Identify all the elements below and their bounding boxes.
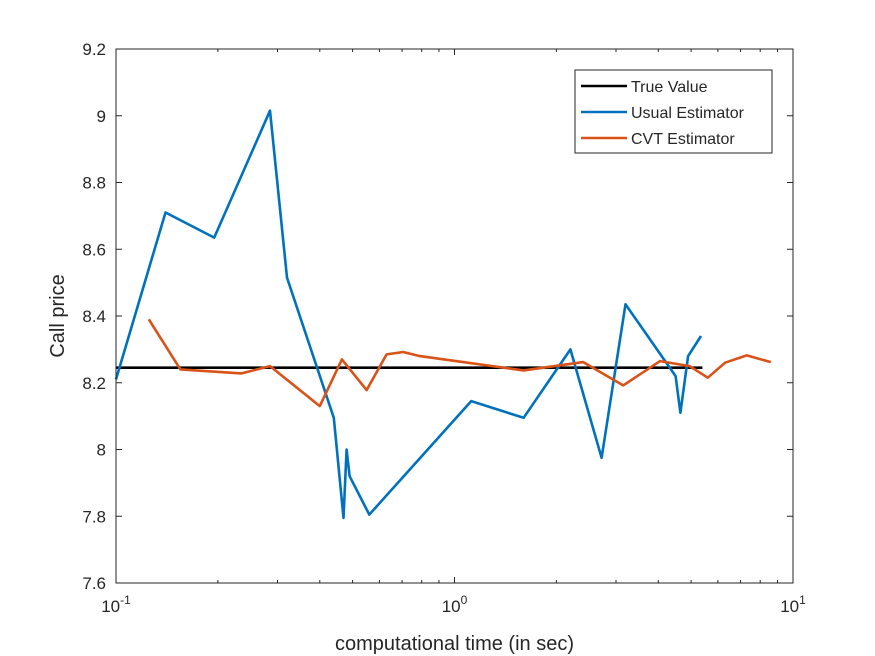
y-tick-label-2: 8 [97, 441, 106, 460]
y-tick-label-4: 8.4 [82, 307, 106, 326]
y-tick-label-1: 7.8 [82, 507, 106, 526]
y-tick-label-5: 8.6 [82, 240, 106, 259]
series-line-2 [147, 318, 772, 408]
x-tick-label-1: 100 [442, 593, 468, 616]
legend-label-2: CVT Estimator [631, 131, 735, 148]
x-tick-label-0: 10-1 [101, 593, 131, 616]
y-tick-label-0: 7.6 [82, 574, 106, 593]
y-axis: 7.6 7.8 8 8.2 8.4 8.6 8.8 9 9.2 [82, 40, 793, 593]
x-axis-label: computational time (in sec) [335, 633, 574, 655]
legend-label-1: Usual Estimator [631, 105, 745, 122]
series-line-1 [114, 109, 703, 520]
y-tick-label-7: 9 [97, 107, 106, 126]
x-tick-label-2: 101 [780, 593, 806, 616]
legend: True Value Usual Estimator CVT Estimator [574, 69, 773, 154]
y-tick-label-8: 9.2 [82, 40, 106, 59]
y-tick-label-3: 8.2 [82, 374, 106, 393]
legend-label-0: True Value [631, 79, 708, 96]
y-axis-label: Call price [47, 274, 69, 357]
y-tick-label-6: 8.8 [82, 174, 106, 193]
x-axis: 10-1 100 101 [101, 49, 806, 616]
plot-series-group [114, 109, 772, 520]
